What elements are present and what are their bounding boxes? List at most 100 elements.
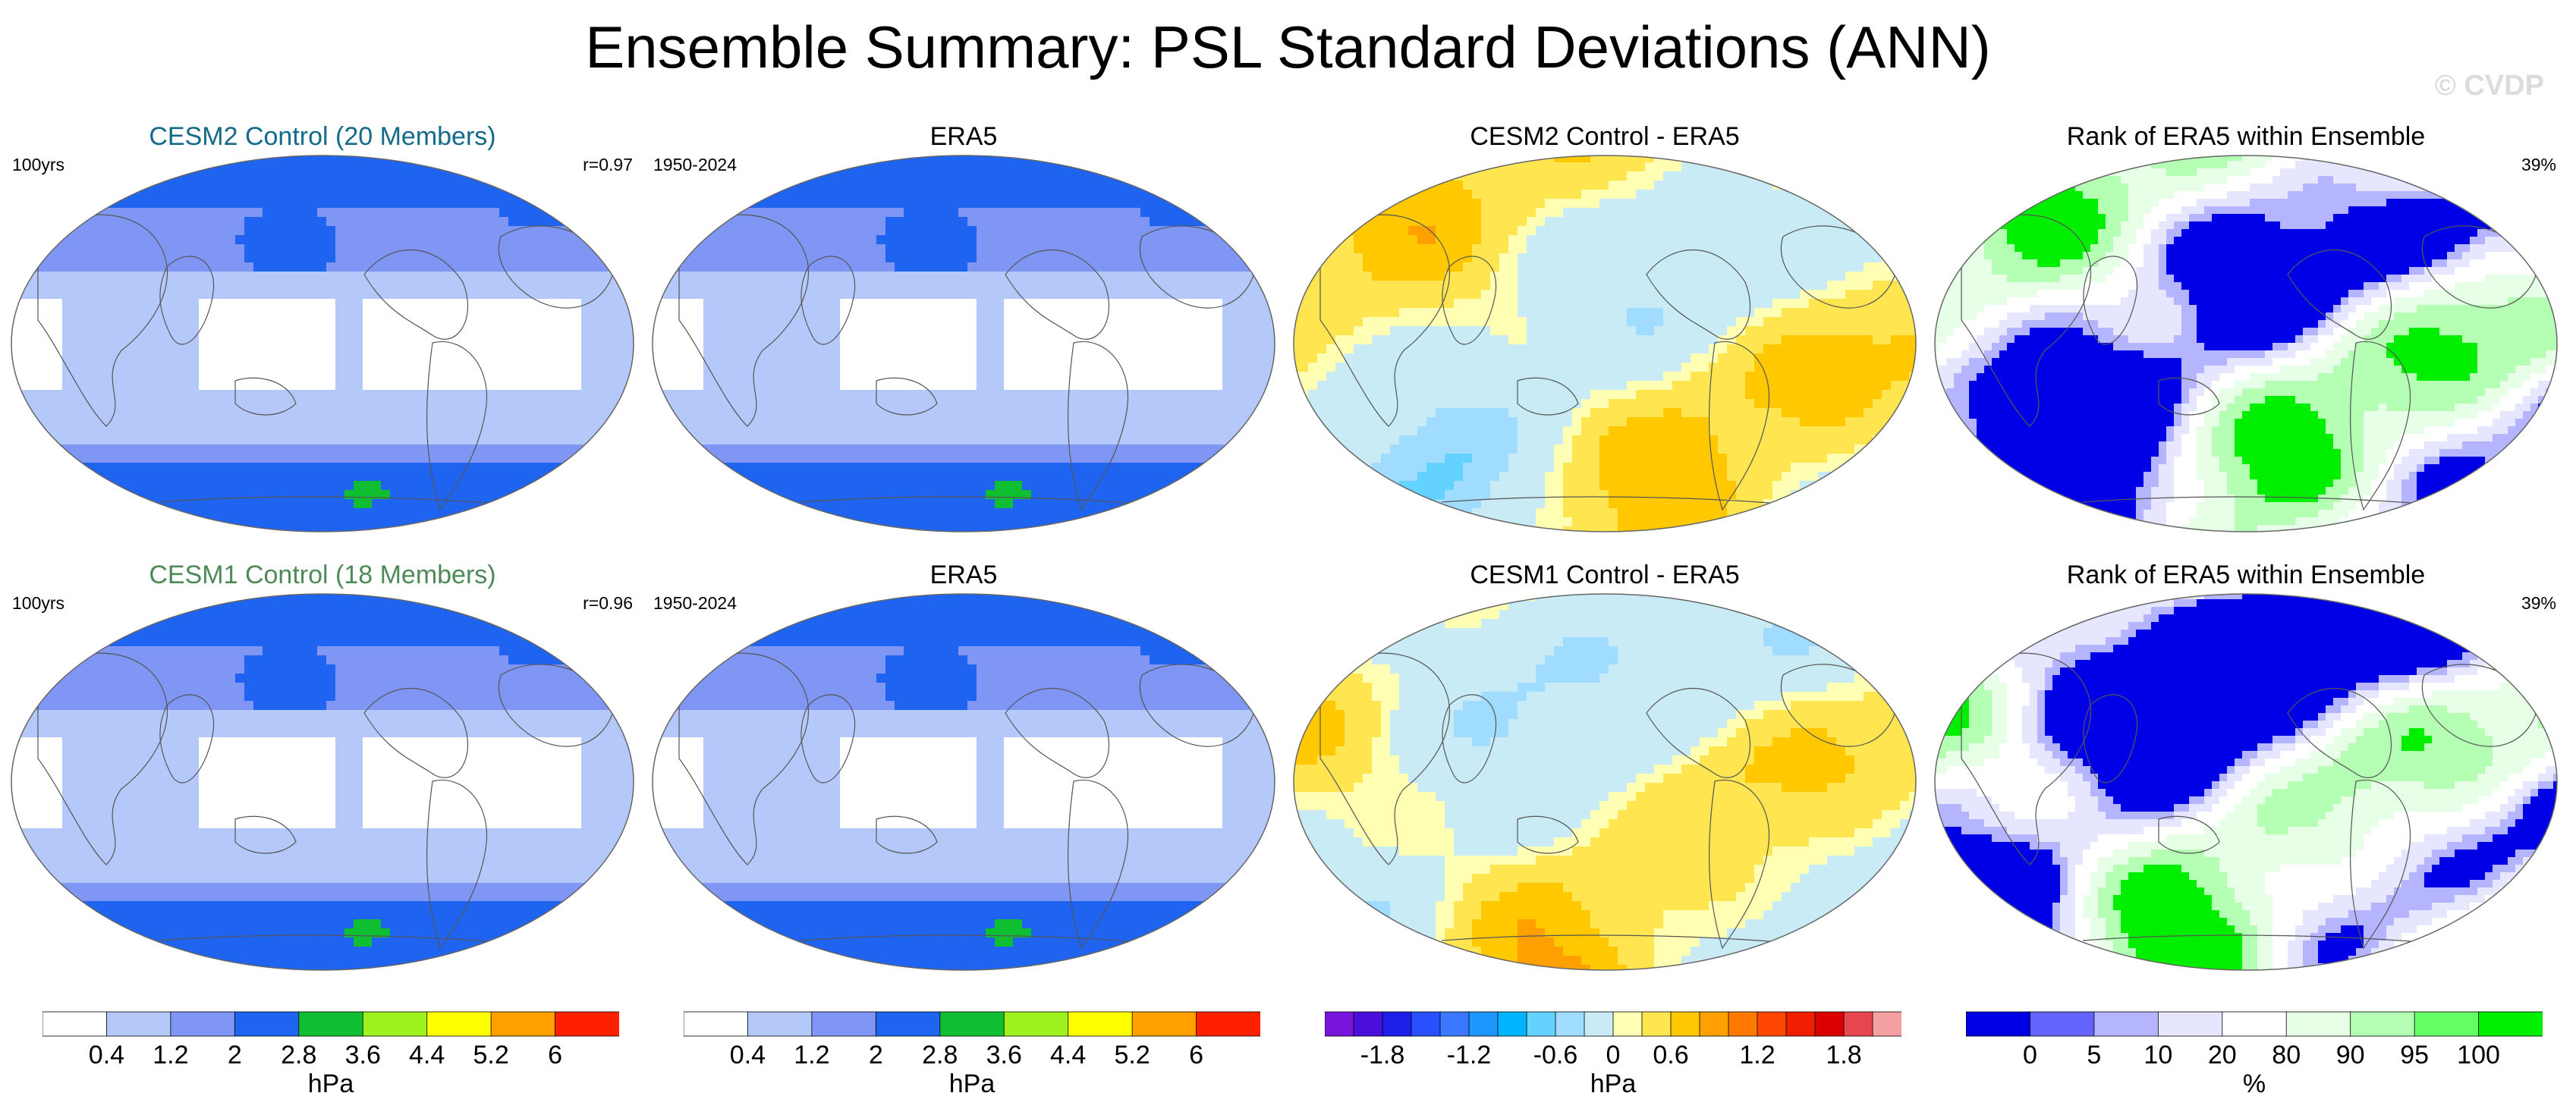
map-cell xyxy=(703,399,713,409)
map-cell xyxy=(1222,290,1232,300)
map-cell xyxy=(335,344,345,354)
map-cell xyxy=(949,262,959,272)
map-cell xyxy=(977,308,986,318)
map-cell xyxy=(344,526,354,532)
map-cell xyxy=(144,199,154,209)
map-cell xyxy=(299,326,309,336)
map-cell xyxy=(977,155,986,163)
map-cell xyxy=(244,290,254,300)
map-cell xyxy=(463,417,473,427)
map-cell xyxy=(344,335,354,345)
map-cell xyxy=(1159,272,1168,281)
map-cell xyxy=(1204,381,1214,391)
map-cell xyxy=(712,326,722,336)
map-cell xyxy=(813,417,822,427)
map-cell xyxy=(235,235,245,245)
map-cell xyxy=(876,526,886,532)
map-cell xyxy=(1150,417,1159,427)
map-cell xyxy=(1049,353,1059,363)
map-cell xyxy=(263,326,272,336)
map-cell xyxy=(326,162,336,172)
map-cell xyxy=(281,363,291,372)
map-cell xyxy=(1022,399,1032,409)
map-cell xyxy=(153,399,163,409)
map-cell xyxy=(922,372,932,382)
map-cell xyxy=(1599,171,1609,181)
map-cell xyxy=(1013,199,1023,209)
map-cell xyxy=(90,454,99,463)
map-cell xyxy=(590,272,600,281)
map-cell xyxy=(1077,199,1087,209)
map-cell xyxy=(1195,344,1205,354)
map-cell xyxy=(563,308,573,318)
map-cell xyxy=(1131,317,1141,327)
map-cell xyxy=(199,244,209,254)
map-cell xyxy=(1563,181,1573,190)
map-cell xyxy=(35,353,45,363)
map-cell xyxy=(1131,190,1141,199)
map-cell xyxy=(80,444,90,454)
map-cell xyxy=(676,353,686,363)
map-cell xyxy=(199,381,209,391)
map-cell xyxy=(794,217,804,227)
map-cell xyxy=(417,235,427,245)
map-cell xyxy=(712,444,722,454)
map-cell xyxy=(1004,326,1014,336)
map-cell xyxy=(940,499,950,509)
panel-cesm2-minus-era5: CESM2 Control - ERA5 xyxy=(1290,121,1920,535)
map-cell xyxy=(572,244,582,254)
map-cell xyxy=(490,363,500,372)
map-cell xyxy=(281,281,291,291)
map-cell xyxy=(1168,308,1178,318)
map-cell xyxy=(472,308,482,318)
map-cell xyxy=(317,353,327,363)
map-cell xyxy=(712,317,722,327)
map-cell xyxy=(135,262,145,272)
map-cell xyxy=(481,308,491,318)
map-cell xyxy=(335,335,345,345)
map-cell xyxy=(1168,381,1178,391)
map-cell xyxy=(1077,208,1087,218)
map-cell xyxy=(885,399,895,409)
map-cell xyxy=(363,181,373,190)
map-cell xyxy=(290,317,300,327)
map-cell xyxy=(363,262,373,272)
map-cell xyxy=(1627,181,1637,190)
map-cell xyxy=(703,272,713,281)
map-cell xyxy=(1122,435,1132,445)
map-cell xyxy=(508,435,518,445)
map-cell xyxy=(354,381,363,391)
map-cell xyxy=(90,290,99,300)
map-cell xyxy=(272,472,282,482)
map-cell xyxy=(667,363,677,372)
map-cell xyxy=(445,472,454,482)
map-cell xyxy=(299,190,309,199)
map-cell xyxy=(1499,155,1509,163)
map-cell xyxy=(44,363,54,372)
map-cell xyxy=(986,290,995,300)
map-cell xyxy=(445,417,454,427)
map-cell xyxy=(776,463,786,473)
map-cell xyxy=(858,326,868,336)
map-cell xyxy=(822,444,832,454)
map-cell xyxy=(785,244,795,254)
map-cell xyxy=(694,308,704,318)
map-cell xyxy=(363,244,373,254)
map-cell xyxy=(627,317,634,327)
map-cell xyxy=(436,181,445,190)
map-cell xyxy=(1168,281,1178,291)
map-cell xyxy=(499,235,509,245)
map-cell xyxy=(712,408,722,418)
map-cell xyxy=(281,444,291,454)
map-cell xyxy=(508,426,518,436)
map-cell xyxy=(895,235,904,245)
map-cell xyxy=(1104,381,1114,391)
map-cell xyxy=(17,372,27,382)
map-cell xyxy=(199,481,209,491)
map-cell xyxy=(986,155,995,163)
map-cell xyxy=(858,490,868,500)
map-cell xyxy=(1140,244,1150,254)
map-cell xyxy=(1040,226,1050,236)
map-cell xyxy=(804,208,813,218)
map-cell xyxy=(108,281,118,291)
